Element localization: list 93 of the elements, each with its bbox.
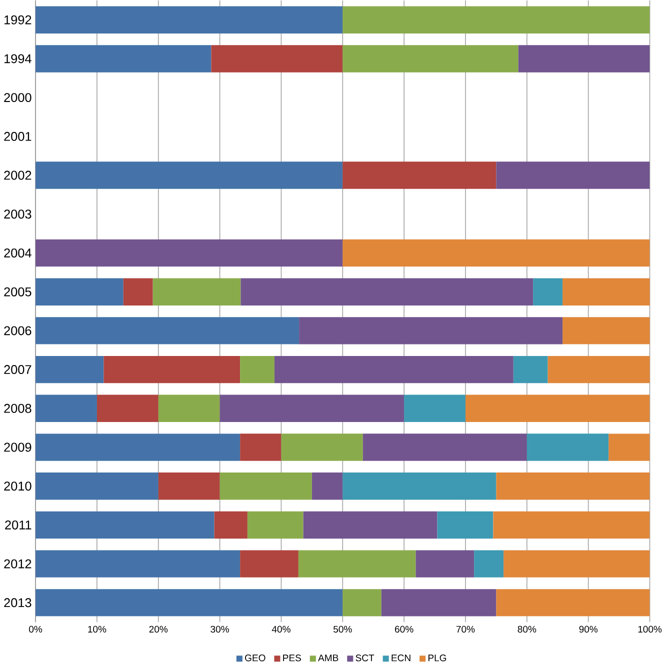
y-tick-label: 2005 [4, 287, 32, 296]
bar [342, 472, 496, 500]
bar [526, 434, 608, 461]
bar [35, 394, 97, 422]
bar [416, 550, 474, 578]
bar [35, 239, 342, 267]
bar [404, 394, 466, 422]
y-tick-label: 1992 [4, 15, 31, 24]
bar [35, 511, 214, 539]
bar [214, 511, 248, 539]
y-tick-label: 2013 [4, 598, 31, 608]
legend-label: SCT [355, 654, 374, 662]
bar [35, 45, 211, 72]
x-tick-label: 80% [518, 626, 536, 633]
bar [474, 550, 504, 578]
bar [210, 45, 342, 72]
bar [35, 317, 299, 344]
bar [362, 434, 527, 461]
bar [342, 6, 650, 34]
x-tick-label: 100% [638, 626, 662, 633]
bar [303, 511, 438, 539]
bar [240, 278, 533, 306]
bar [562, 278, 650, 306]
bar [240, 434, 281, 461]
bar [123, 278, 153, 306]
x-tick-label: 50% [333, 626, 352, 633]
bar [548, 356, 650, 384]
bar [35, 356, 104, 384]
bar [280, 434, 363, 461]
y-tick-label: 2002 [4, 170, 31, 180]
y-tick-label: 2011 [4, 520, 31, 530]
x-tick-label: 40% [272, 626, 290, 633]
bar [496, 472, 650, 500]
bar [513, 356, 548, 384]
bar [532, 278, 562, 306]
x-tick-label: 70% [456, 626, 474, 633]
x-tick-label: 30% [210, 626, 229, 633]
bar [312, 472, 342, 500]
legend-label: PES [282, 654, 301, 662]
y-tick-label: 1994 [4, 54, 32, 64]
x-tick-label: 0% [28, 626, 42, 633]
bar [298, 550, 416, 578]
bar [152, 278, 240, 306]
legend-label: ECN [392, 654, 410, 662]
bar [240, 550, 298, 578]
x-tick-label: 90% [579, 626, 598, 633]
y-tick-label: 2012 [4, 559, 31, 568]
bar [608, 434, 650, 461]
bar [496, 162, 650, 189]
bar [465, 394, 650, 422]
bar [274, 356, 514, 384]
bar [35, 550, 240, 578]
bar [35, 472, 158, 500]
bar [381, 589, 496, 616]
bar [35, 278, 124, 306]
bar [342, 239, 650, 267]
bar [342, 162, 496, 189]
bar [496, 589, 650, 616]
x-tick-label: 60% [394, 626, 414, 633]
legend-label: GEO [244, 654, 266, 662]
bar [298, 317, 562, 344]
bar [35, 162, 342, 189]
bar [503, 550, 650, 578]
x-tick-label: 20% [149, 626, 168, 633]
bar [342, 589, 382, 616]
y-tick-label: 2003 [4, 210, 31, 219]
y-tick-label: 2010 [4, 482, 32, 491]
bar [35, 6, 342, 34]
bar [35, 589, 342, 616]
y-tick-label: 2004 [4, 248, 32, 258]
x-tick-label: 10% [88, 626, 106, 633]
y-tick-label: 2007 [4, 365, 31, 374]
bar [35, 434, 240, 461]
bar [562, 317, 650, 344]
bar [103, 356, 240, 384]
legend-label: PLG [428, 654, 446, 662]
bar [158, 472, 220, 500]
bar [247, 511, 304, 539]
bar [492, 511, 650, 539]
bar [220, 472, 312, 500]
bar [96, 394, 158, 422]
bar [220, 394, 404, 422]
bar [437, 511, 493, 539]
bar [240, 356, 274, 384]
y-tick-label: 2001 [4, 132, 31, 141]
y-tick-label: 2006 [4, 326, 31, 336]
y-tick-label: 2008 [4, 404, 31, 413]
y-tick-label: 2009 [4, 442, 31, 452]
bar [518, 45, 650, 72]
bar [158, 394, 220, 422]
y-tick-label: 2000 [4, 93, 32, 102]
legend-label: AMB [318, 654, 338, 662]
bar [342, 45, 518, 72]
